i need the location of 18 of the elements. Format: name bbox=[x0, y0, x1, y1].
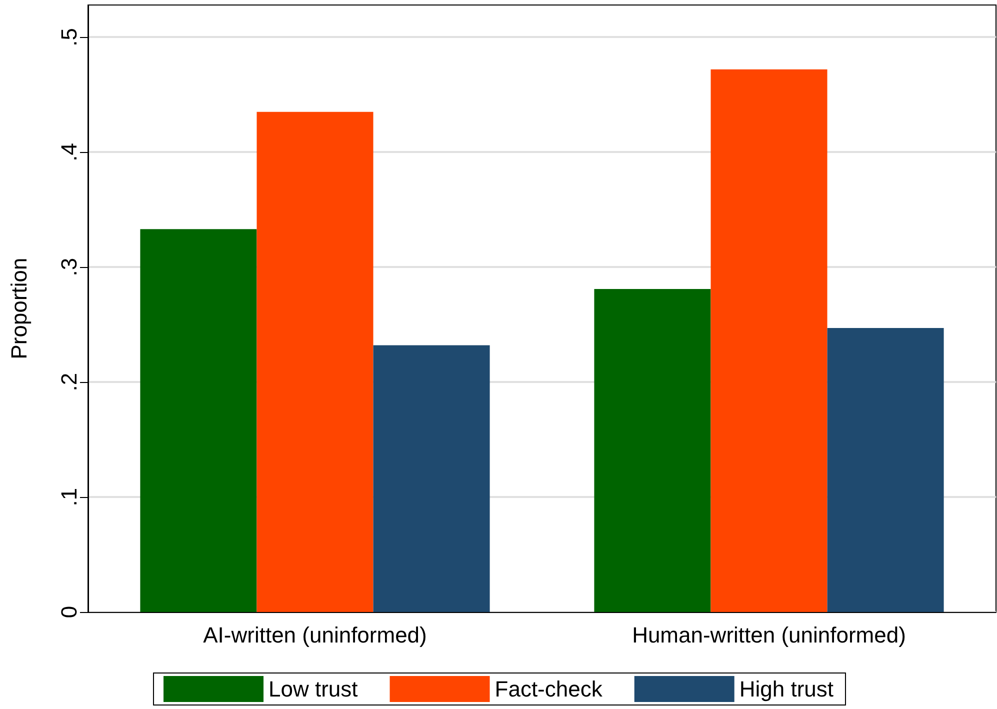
x-tick-label: Human-written (uninformed) bbox=[632, 622, 906, 648]
legend-label: High trust bbox=[739, 676, 834, 702]
legend-label: Low trust bbox=[268, 676, 358, 702]
y-tick-label: .5 bbox=[56, 28, 82, 46]
y-tick-label: .1 bbox=[56, 488, 82, 506]
x-tick-label: AI-written (uninformed) bbox=[203, 622, 427, 648]
y-axis-title: Proportion bbox=[6, 258, 32, 360]
y-tick-label: .3 bbox=[56, 258, 82, 276]
bar bbox=[594, 288, 711, 612]
y-tick-label: .4 bbox=[56, 142, 82, 162]
legend-label: Fact-check bbox=[494, 676, 604, 702]
bar bbox=[140, 229, 257, 612]
bar bbox=[710, 69, 828, 612]
y-tick-label: 0 bbox=[56, 606, 82, 618]
y-tick-label: .2 bbox=[56, 372, 82, 392]
bar bbox=[256, 112, 374, 612]
bar bbox=[827, 328, 944, 612]
bar bbox=[373, 345, 490, 612]
